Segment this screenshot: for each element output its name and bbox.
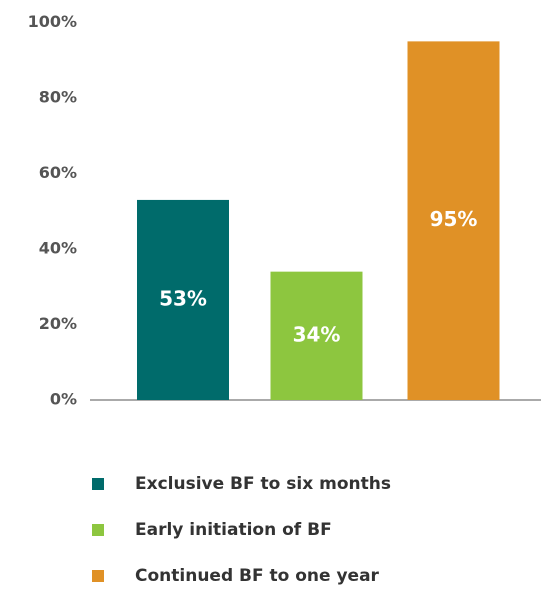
legend-label: Exclusive BF to six months xyxy=(135,474,391,494)
legend-swatch xyxy=(92,478,104,490)
y-tick-label: 40% xyxy=(39,239,77,258)
value-label: 53% xyxy=(159,286,207,310)
y-tick-label: 100% xyxy=(28,12,77,31)
value-label: 34% xyxy=(293,322,341,346)
legend-label: Continued BF to one year xyxy=(135,566,380,586)
value-label: 95% xyxy=(430,207,478,231)
legend-label: Early initiation of BF xyxy=(135,520,332,540)
y-tick-label: 0% xyxy=(50,390,77,409)
legend-swatch xyxy=(92,570,104,582)
y-tick-label: 60% xyxy=(39,163,77,182)
y-tick-label: 80% xyxy=(39,88,77,107)
bar xyxy=(137,199,229,400)
bar xyxy=(407,41,500,400)
bar xyxy=(270,271,363,400)
y-tick-label: 20% xyxy=(39,314,77,333)
legend-swatch xyxy=(92,524,104,536)
